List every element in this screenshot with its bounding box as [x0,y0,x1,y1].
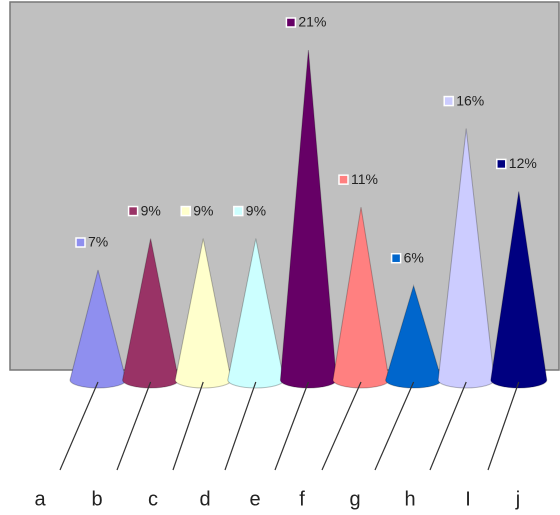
label-marker [285,17,297,28]
category-letter: I [465,488,471,510]
label-marker [338,174,349,185]
data-label: 11% [351,171,378,187]
data-label: 6% [404,249,424,265]
category-letter: b [91,488,102,510]
label-marker [390,252,402,264]
label-marker [127,205,139,217]
category-letter: a [34,488,46,510]
leader-line [487,381,520,471]
data-label: 9% [193,202,213,218]
leader-line [429,381,467,471]
data-label: 7% [88,234,108,250]
label-marker [75,237,86,248]
leader-line [374,381,415,471]
leader-line [116,381,152,471]
category-letter: j [515,488,520,510]
category-letter: c [148,488,158,510]
data-label: 12% [509,155,537,171]
data-label: 21% [298,14,326,30]
label-marker [496,158,507,170]
category-letter: d [199,488,210,510]
data-label: 9% [141,202,161,218]
category-letter: f [299,488,305,510]
data-label: 9% [246,202,266,218]
category-letter: g [349,488,360,510]
label-marker [443,95,454,107]
leader-line [59,381,99,471]
category-letter: h [404,488,415,510]
category-letter: e [249,488,260,510]
leader-line [224,381,257,471]
label-marker [233,205,244,217]
label-marker [180,205,191,217]
cone [490,191,548,389]
leader-line [274,381,309,471]
leader-line [321,381,362,471]
leader-line [172,381,204,471]
data-label: 16% [456,92,484,108]
